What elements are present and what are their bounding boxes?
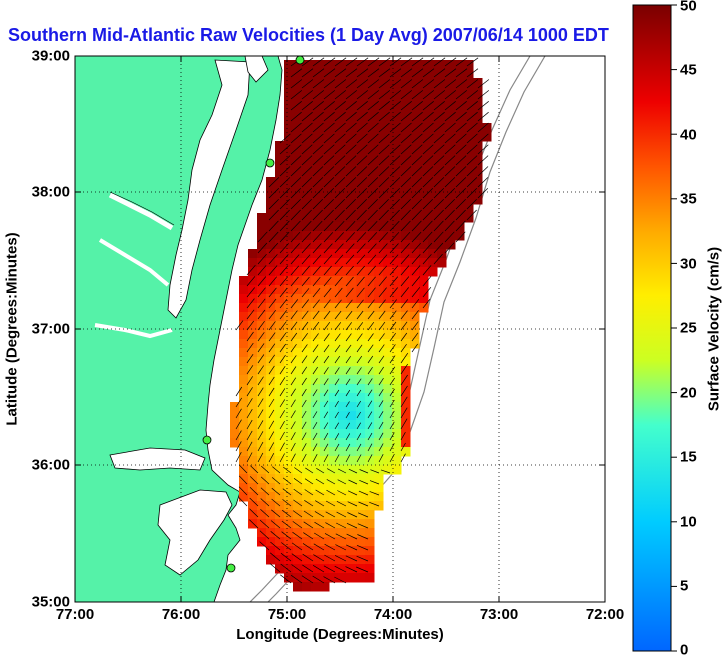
potomac-river: [108, 192, 174, 231]
grid-lines: [75, 56, 605, 602]
chesapeake-bay: [167, 59, 251, 319]
colorbar-tick-label: 0: [680, 641, 689, 659]
x-tick-label: 72:00: [585, 606, 625, 623]
x-tick-label: 76:00: [161, 606, 201, 623]
colorbar-tick-label: 10: [680, 513, 697, 531]
colorbar-tick-label: 30: [680, 255, 697, 273]
x-tick-label: 77:00: [55, 606, 95, 623]
colorbar-tick-label: 45: [680, 61, 697, 79]
colorbar-label: Surface Velocity (cm/s): [705, 246, 723, 412]
y-axis-label: Latitude (Degrees:Minutes): [3, 232, 21, 426]
colorbar-tick-label: 5: [680, 577, 689, 595]
velocity-vectors: [235, 57, 490, 584]
x-tick-label: 74:00: [373, 606, 413, 623]
pamlico-sound: [157, 489, 233, 576]
radar-station: [226, 563, 236, 573]
y-tick-label: 37:00: [31, 320, 70, 338]
y-tick-label: 35:00: [31, 593, 70, 611]
radar-station: [265, 158, 275, 168]
rappahannock-river: [98, 238, 170, 287]
delaware-bay: [244, 56, 269, 83]
colorbar-tick-label: 15: [680, 448, 697, 466]
x-tick-label: 73:00: [479, 606, 519, 623]
colorbar-tick-label: 50: [680, 0, 697, 15]
colorbar-tick-label: 40: [680, 126, 697, 144]
colorbar: [632, 4, 672, 652]
x-axis-label: Longitude (Degrees:Minutes): [236, 626, 444, 643]
y-tick-label: 39:00: [31, 47, 70, 65]
radar-station: [295, 56, 305, 65]
colorbar-tick-label: 20: [680, 384, 697, 402]
x-tick-label: 75:00: [267, 606, 307, 623]
map-title: Southern Mid-Atlantic Raw Velocities (1 …: [8, 25, 609, 45]
y-tick-label: 38:00: [31, 183, 70, 201]
james-river: [94, 323, 173, 339]
radar-station: [202, 435, 212, 445]
y-tick-label: 36:00: [31, 456, 70, 474]
colorbar-tick-label: 35: [680, 190, 697, 208]
colorbar-tick-label: 25: [680, 319, 697, 337]
